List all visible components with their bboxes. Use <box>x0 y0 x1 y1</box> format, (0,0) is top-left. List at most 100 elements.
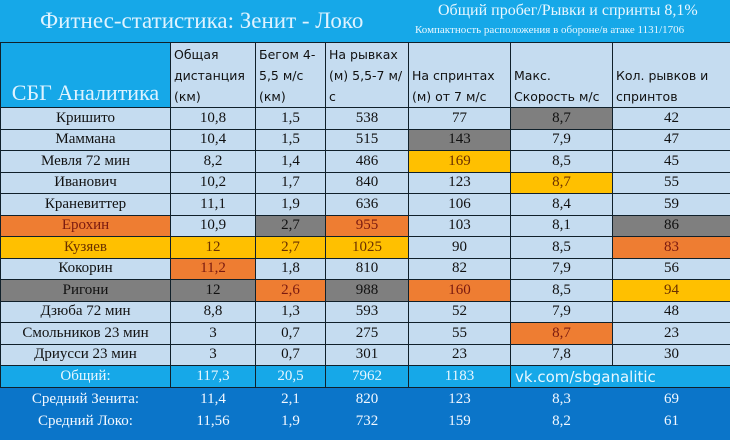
player-name: Иванович <box>0 171 171 194</box>
stat-cell: 593 <box>325 300 409 323</box>
stat-cell: 8,2 <box>170 150 256 173</box>
total-row: Общий: 117,3 20,5 7962 1183 vk.com/sbganaliti… <box>0 365 730 388</box>
column-header: Кол. рывков и спринтов <box>612 42 730 108</box>
player-name: Дриусси 23 мин <box>0 343 171 366</box>
stat-cell: 8,7 <box>510 322 613 345</box>
stat-cell: 8,4 <box>510 193 613 216</box>
total-cell: 1183 <box>408 365 511 388</box>
stat-cell: 538 <box>325 107 409 130</box>
average-label: Средний Локо: <box>0 410 171 432</box>
stats-table: СБГ Аналитика Общая дистанция (км) Бегом… <box>0 42 730 432</box>
table-row: Кузяев 12 2,7 1025 90 8,5 83 <box>0 236 730 259</box>
vk-link[interactable]: vk.com/sbganalitic <box>510 365 730 388</box>
stat-cell: 94 <box>612 279 730 302</box>
total-label: Общий: <box>0 365 171 388</box>
header-row: СБГ Аналитика Общая дистанция (км) Бегом… <box>0 42 730 108</box>
stat-cell: 1,5 <box>255 128 326 151</box>
title-bar: Фитнес-статистика: Зенит - Локо Общий пр… <box>0 0 730 42</box>
page-title: Фитнес-статистика: Зенит - Локо <box>40 8 364 33</box>
stat-cell: 8,5 <box>510 236 613 259</box>
total-cell: 117,3 <box>170 365 256 388</box>
average-cell: 11,56 <box>170 410 256 432</box>
stat-cell: 77 <box>408 107 511 130</box>
table-row: Ерохин 10,9 2,7 955 103 8,1 86 <box>0 214 730 237</box>
subtitle: Общий пробег/Рывки и спринты 8,1% <box>438 2 698 19</box>
average-cell: 820 <box>325 387 409 410</box>
table-row: Смольников 23 мин 3 0,7 275 55 8,7 23 <box>0 322 730 345</box>
player-name: Краневиттер <box>0 193 171 216</box>
player-name: Смольников 23 мин <box>0 322 171 345</box>
stat-cell: 0,7 <box>255 343 326 366</box>
stat-cell: 10,8 <box>170 107 256 130</box>
stat-cell: 123 <box>408 171 511 194</box>
stat-cell: 55 <box>612 171 730 194</box>
stat-cell: 42 <box>612 107 730 130</box>
stat-cell: 10,9 <box>170 214 256 237</box>
player-name: Маммана <box>0 128 171 151</box>
column-header: Макс. Скорость м/с <box>510 42 613 108</box>
table-row: Дриусси 23 мин 3 0,7 301 23 7,8 30 <box>0 343 730 366</box>
table-row: Кришито 10,8 1,5 538 77 8,7 42 <box>0 107 730 130</box>
player-name: Кришито <box>0 107 171 130</box>
stat-cell: 275 <box>325 322 409 345</box>
stat-cell: 143 <box>408 128 511 151</box>
column-header: Бегом 4-5,5 м/с (км) <box>255 42 326 108</box>
stat-cell: 82 <box>408 257 511 280</box>
player-name: Дзюба 72 мин <box>0 300 171 323</box>
table-row: Дзюба 72 мин 8,8 1,3 593 52 7,9 48 <box>0 300 730 323</box>
stat-cell: 515 <box>325 128 409 151</box>
stat-cell: 23 <box>612 322 730 345</box>
stat-cell: 10,4 <box>170 128 256 151</box>
stat-cell: 12 <box>170 279 256 302</box>
stat-cell: 3 <box>170 322 256 345</box>
average-label: Средний Зенита: <box>0 387 171 410</box>
stat-cell: 1025 <box>325 236 409 259</box>
subtitle-compactness: Компактность расположения в обороне/в ат… <box>415 24 685 36</box>
stat-cell: 56 <box>612 257 730 280</box>
stat-cell: 7,9 <box>510 257 613 280</box>
stat-cell: 106 <box>408 193 511 216</box>
stat-cell: 1,3 <box>255 300 326 323</box>
stat-cell: 2,7 <box>255 214 326 237</box>
average-cell: 69 <box>612 387 730 410</box>
stat-cell: 11,2 <box>170 257 256 280</box>
brand-label: СБГ Аналитика <box>0 42 171 108</box>
stat-cell: 169 <box>408 150 511 173</box>
table-row: Кокорин 11,2 1,8 810 82 7,9 56 <box>0 257 730 280</box>
stat-cell: 86 <box>612 214 730 237</box>
stat-cell: 7,9 <box>510 128 613 151</box>
average-cell: 11,4 <box>170 387 256 410</box>
stat-cell: 8,1 <box>510 214 613 237</box>
total-cell: 7962 <box>325 365 409 388</box>
player-name: Ерохин <box>0 214 171 237</box>
table-row: Мевля 72 мин 8,2 1,4 486 169 8,5 45 <box>0 150 730 173</box>
stat-cell: 30 <box>612 343 730 366</box>
stat-cell: 1,8 <box>255 257 326 280</box>
stat-cell: 636 <box>325 193 409 216</box>
stat-cell: 12 <box>170 236 256 259</box>
column-header: На спринтах (м) от 7 м/с <box>408 42 511 108</box>
stat-cell: 2,6 <box>255 279 326 302</box>
stat-cell: 48 <box>612 300 730 323</box>
stat-cell: 23 <box>408 343 511 366</box>
stat-cell: 103 <box>408 214 511 237</box>
stat-cell: 90 <box>408 236 511 259</box>
stat-cell: 486 <box>325 150 409 173</box>
average-cell: 61 <box>612 410 730 432</box>
average-cell: 8,3 <box>510 387 613 410</box>
stat-cell: 8,7 <box>510 107 613 130</box>
stat-cell: 11,1 <box>170 193 256 216</box>
stat-cell: 47 <box>612 128 730 151</box>
stat-cell: 2,7 <box>255 236 326 259</box>
stat-cell: 8,8 <box>170 300 256 323</box>
stat-cell: 10,2 <box>170 171 256 194</box>
column-header: Общая дистанция (км) <box>170 42 256 108</box>
average-row: Средний Зенита: 11,4 2,1 820 123 8,3 69 <box>0 387 730 410</box>
average-cell: 123 <box>408 387 511 410</box>
table-row: Маммана 10,4 1,5 515 143 7,9 47 <box>0 128 730 151</box>
stat-cell: 1,7 <box>255 171 326 194</box>
stat-cell: 0,7 <box>255 322 326 345</box>
stat-cell: 1,9 <box>255 193 326 216</box>
stat-cell: 3 <box>170 343 256 366</box>
